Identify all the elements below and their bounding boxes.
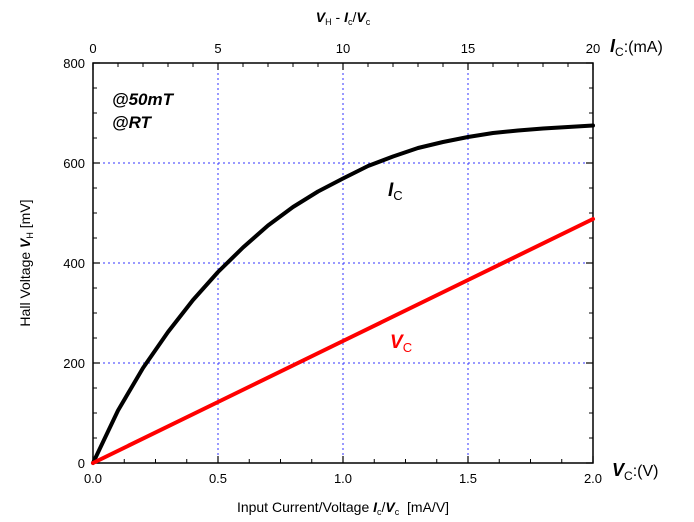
y-tick-label: 200 <box>63 356 85 371</box>
bottom-axis-unit-label: VC:(V) <box>612 460 658 483</box>
y-axis-title: Hall Voltage VH [mV] <box>17 199 35 326</box>
x-tick-label: 1.0 <box>334 471 352 486</box>
top-tick-label: 20 <box>586 41 600 56</box>
series-label-ic: IC <box>388 180 403 203</box>
x-tick-label: 0.0 <box>84 471 102 486</box>
x-tick-label: 2.0 <box>584 471 602 486</box>
x-axis-title: Input Current/Voltage Ic/Vc [mA/V] <box>237 499 449 517</box>
top-axis-unit-label: IC:(mA) <box>610 36 663 59</box>
top-tick-label: 10 <box>336 41 350 56</box>
y-tick-label: 0 <box>78 456 85 471</box>
x-tick-label: 1.5 <box>459 471 477 486</box>
top-tick-label: 5 <box>214 41 221 56</box>
top-tick-label: 0 <box>89 41 96 56</box>
grid <box>93 63 593 463</box>
annotation-field: @50mT <box>112 90 175 109</box>
y-tick-label: 600 <box>63 156 85 171</box>
series-layer <box>91 123 595 465</box>
y-tick-label: 800 <box>63 56 85 71</box>
series-label-vc: VC <box>390 332 412 355</box>
series-line-ic <box>91 123 595 465</box>
annotation-temperature: @RT <box>112 113 153 132</box>
top-tick-label: 15 <box>461 41 475 56</box>
top-axis-title: VH - Ic/Vc <box>316 9 371 27</box>
series-line-vc <box>91 217 595 465</box>
x-tick-label: 0.5 <box>209 471 227 486</box>
y-tick-label: 400 <box>63 256 85 271</box>
ticks <box>92 62 594 464</box>
